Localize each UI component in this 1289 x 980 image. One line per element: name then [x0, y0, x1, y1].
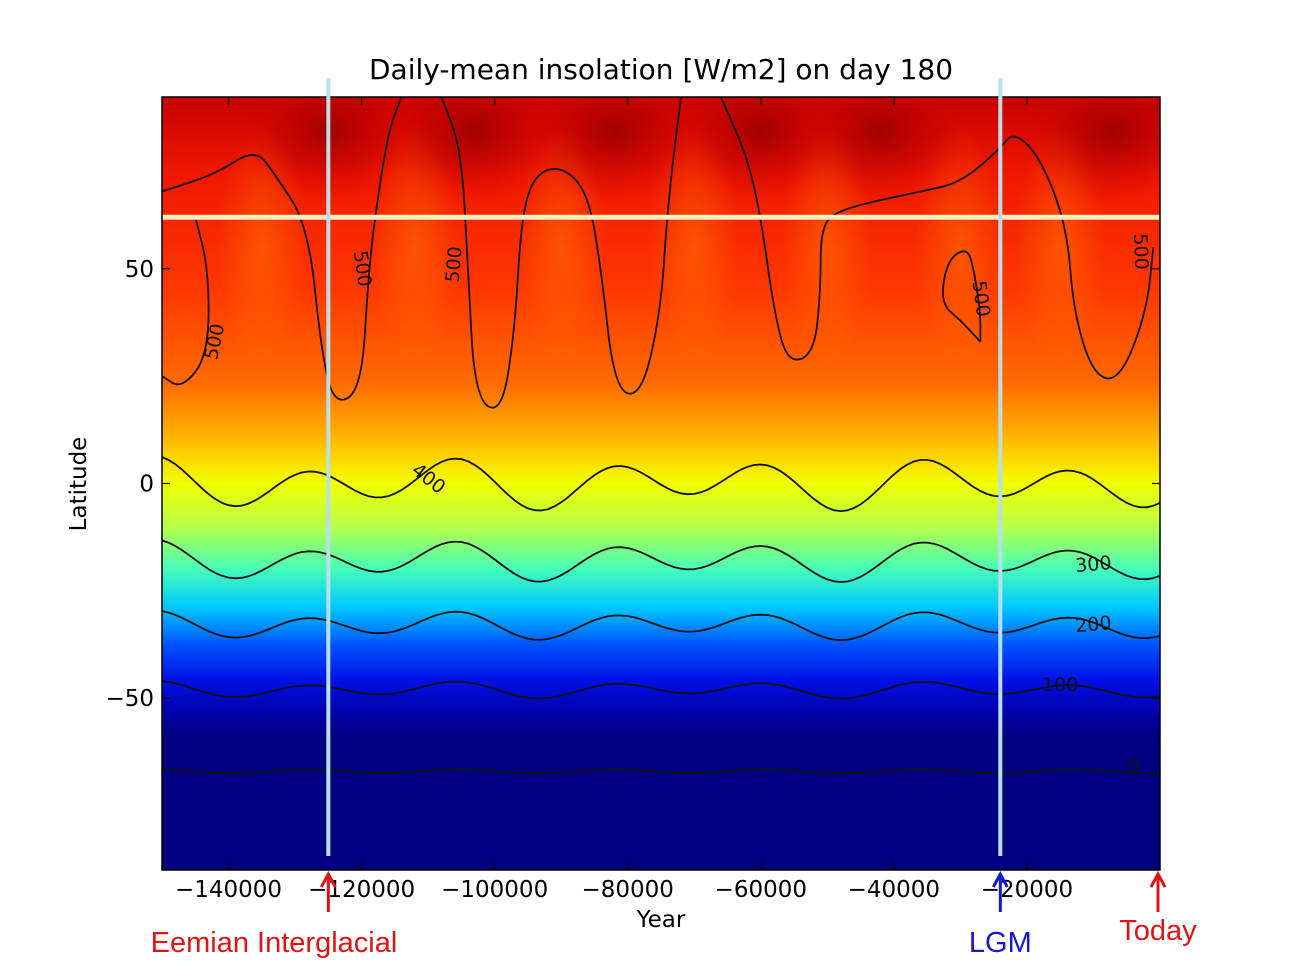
- chart-title-group: Daily-mean insolation [W/m2] on day 180: [369, 53, 953, 86]
- contour-line-500: [162, 216, 210, 386]
- contour-line-500: [440, 97, 682, 409]
- contour-label: 300: [1074, 552, 1112, 577]
- annotation-lgm: LGM: [969, 870, 1032, 959]
- chart-title: Daily-mean insolation [W/m2] on day 180: [369, 53, 953, 86]
- warm-spot: [369, 127, 460, 368]
- y-tick-label: −50: [105, 686, 154, 712]
- y-axis-ticks: 500−50: [105, 257, 1160, 712]
- annotation-label: Today: [1119, 915, 1197, 947]
- contour-line-500: [720, 97, 1155, 380]
- x-tick-label: −100000: [441, 877, 548, 903]
- annotation-arrow-head: [991, 870, 1009, 888]
- x-tick-label: −40000: [848, 877, 940, 903]
- annotation-arrow-head: [1149, 870, 1167, 888]
- contour-label: 500: [1129, 233, 1152, 270]
- contour-label: 500: [349, 249, 376, 288]
- x-axis-ticks: −140000 −120000 −100000 −80000 −60000 −40000−…: [175, 97, 1073, 903]
- contour-label: 500: [442, 245, 467, 283]
- warm-spot: [216, 127, 307, 368]
- annotation-arrow-head: [320, 870, 337, 888]
- contour-label: 100: [1042, 674, 1078, 696]
- x-axis-label: Year: [636, 907, 686, 933]
- x-tick-label: −80000: [582, 877, 674, 903]
- x-tick-label: −20000: [981, 877, 1073, 903]
- contour-label: 0: [1127, 755, 1139, 777]
- annotations: Eemian Interglacial LGM Today: [151, 870, 1197, 959]
- warm-spot: [915, 127, 1006, 368]
- annotation-label: Eemian Interglacial: [151, 927, 398, 959]
- warm-spot: [649, 127, 740, 368]
- annotation-label: LGM: [969, 927, 1032, 959]
- warm-spot: [782, 127, 873, 368]
- warm-spot: [516, 127, 607, 368]
- contour-line-500: [942, 250, 982, 343]
- warm-spot: [1015, 127, 1106, 368]
- annotation-eemian-interglacial: Eemian Interglacial: [151, 870, 398, 959]
- annotation-today: Today: [1119, 870, 1197, 947]
- reference-lines: [162, 97, 1160, 856]
- y-tick-label: 0: [139, 472, 154, 498]
- x-tick-label: −140000: [175, 877, 282, 903]
- contour-label: 500: [967, 279, 994, 318]
- y-axis-label: Latitude: [66, 437, 92, 532]
- contour-label: 200: [1074, 612, 1112, 637]
- contour-line-500: [162, 97, 403, 401]
- x-tick-label: −60000: [715, 877, 807, 903]
- y-tick-label: 50: [125, 257, 154, 283]
